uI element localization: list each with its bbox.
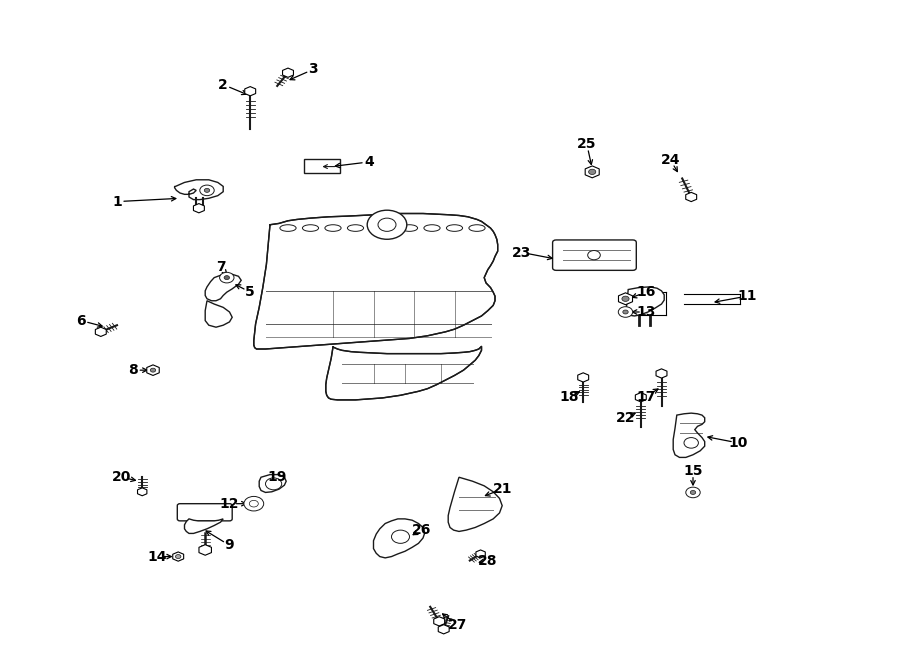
Polygon shape: [585, 166, 599, 178]
Circle shape: [367, 210, 407, 239]
Circle shape: [220, 272, 234, 283]
Text: 2: 2: [219, 77, 228, 92]
Circle shape: [622, 296, 629, 301]
Circle shape: [266, 478, 282, 490]
Circle shape: [176, 555, 181, 559]
Polygon shape: [635, 393, 646, 402]
Circle shape: [392, 530, 410, 543]
Bar: [304, 159, 340, 173]
Polygon shape: [673, 413, 705, 457]
Text: 11: 11: [737, 289, 757, 303]
Circle shape: [623, 310, 628, 314]
Text: 25: 25: [577, 137, 597, 151]
Polygon shape: [254, 214, 498, 349]
Text: 6: 6: [76, 313, 86, 328]
Text: 28: 28: [478, 553, 498, 568]
Ellipse shape: [302, 225, 319, 231]
Text: 20: 20: [112, 470, 131, 485]
Polygon shape: [448, 477, 502, 531]
Ellipse shape: [347, 225, 364, 231]
Polygon shape: [656, 369, 667, 378]
Polygon shape: [184, 519, 223, 533]
Polygon shape: [438, 625, 449, 634]
Polygon shape: [578, 373, 589, 382]
Text: 12: 12: [220, 496, 239, 511]
Polygon shape: [326, 346, 482, 400]
FancyBboxPatch shape: [177, 504, 232, 521]
Polygon shape: [259, 475, 286, 492]
Circle shape: [150, 368, 156, 372]
Ellipse shape: [424, 225, 440, 231]
Text: 17: 17: [636, 389, 656, 404]
Polygon shape: [147, 365, 159, 375]
Circle shape: [589, 169, 596, 175]
Circle shape: [224, 276, 230, 280]
Text: 9: 9: [225, 538, 234, 553]
Ellipse shape: [446, 225, 463, 231]
Ellipse shape: [280, 225, 296, 231]
Polygon shape: [476, 550, 485, 558]
Polygon shape: [434, 617, 445, 626]
Text: 26: 26: [411, 523, 431, 537]
Text: 27: 27: [447, 617, 467, 632]
Circle shape: [618, 307, 633, 317]
Text: 19: 19: [267, 470, 287, 485]
Text: 7: 7: [216, 260, 225, 274]
Text: 10: 10: [728, 436, 748, 450]
Text: 16: 16: [636, 285, 656, 299]
Polygon shape: [205, 274, 241, 301]
Text: 22: 22: [616, 410, 635, 425]
Ellipse shape: [469, 225, 485, 231]
Text: 4: 4: [364, 155, 373, 169]
Circle shape: [684, 438, 698, 448]
Polygon shape: [194, 204, 204, 213]
Circle shape: [690, 490, 696, 494]
Text: 23: 23: [512, 245, 532, 260]
Polygon shape: [175, 180, 223, 200]
Text: 24: 24: [661, 153, 680, 167]
Circle shape: [588, 251, 600, 260]
Text: 3: 3: [309, 62, 318, 77]
Ellipse shape: [325, 225, 341, 231]
Text: 14: 14: [148, 549, 167, 564]
Polygon shape: [626, 287, 664, 316]
FancyBboxPatch shape: [553, 240, 636, 270]
Circle shape: [204, 188, 210, 192]
Text: 15: 15: [683, 463, 703, 478]
Polygon shape: [205, 301, 232, 327]
Polygon shape: [95, 327, 106, 336]
Text: 1: 1: [112, 194, 122, 209]
Polygon shape: [138, 488, 147, 496]
Polygon shape: [199, 545, 212, 555]
Polygon shape: [173, 552, 184, 561]
Ellipse shape: [401, 225, 418, 231]
Polygon shape: [283, 68, 293, 77]
Text: 18: 18: [559, 389, 579, 404]
Text: 21: 21: [492, 482, 512, 496]
Text: 13: 13: [636, 305, 656, 319]
Text: 8: 8: [129, 363, 138, 377]
Polygon shape: [374, 519, 425, 558]
Circle shape: [686, 487, 700, 498]
Circle shape: [378, 218, 396, 231]
Circle shape: [244, 496, 264, 511]
Circle shape: [249, 500, 258, 507]
Polygon shape: [618, 293, 633, 305]
Polygon shape: [245, 87, 256, 96]
Circle shape: [200, 185, 214, 196]
Text: 5: 5: [246, 285, 255, 299]
Polygon shape: [686, 192, 697, 202]
